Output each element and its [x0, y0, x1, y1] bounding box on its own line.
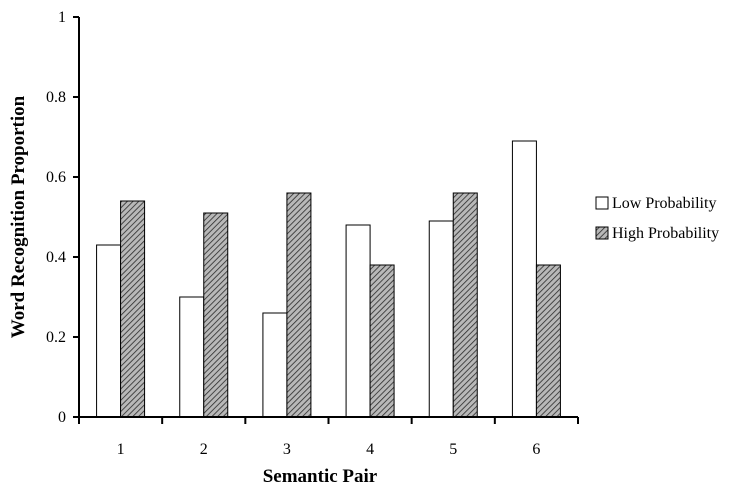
y-tick-label: 0	[58, 409, 66, 426]
x-tick-label: 1	[117, 441, 125, 458]
bar-pair-4-high	[369, 264, 395, 418]
y-tick-label: 0.4	[46, 249, 66, 266]
legend-swatch-high	[595, 226, 609, 240]
bar-pair-1-low	[96, 244, 122, 418]
bar-pair-4-low	[345, 224, 371, 418]
x-axis: 1 2 3 4 5 6	[78, 416, 579, 458]
legend-swatch-low	[595, 196, 609, 210]
bar-pair-6-low	[511, 140, 537, 418]
y-tick-label: 0.6	[46, 169, 66, 186]
x-tick-label: 3	[283, 441, 291, 458]
x-tick-label: 5	[449, 441, 457, 458]
x-axis-title: Semantic Pair	[263, 466, 378, 487]
legend-label-high: High Probability	[612, 225, 719, 242]
bar-pair-1-high	[120, 200, 146, 418]
plot-area	[96, 140, 561, 418]
legend-label-low: Low Probability	[612, 195, 716, 212]
bar-pair-2-high	[203, 212, 229, 418]
bar-pair-6-high	[535, 264, 561, 418]
y-axis-title: Word Recognition Proportion	[8, 95, 29, 338]
y-tick-label: 1	[58, 9, 66, 26]
x-tick-label: 4	[366, 441, 374, 458]
y-tick-label: 0.8	[46, 89, 66, 106]
bar-pair-3-low	[262, 312, 288, 418]
x-tick-label: 2	[200, 441, 208, 458]
bar-pair-3-high	[286, 192, 312, 418]
bar-pair-2-low	[179, 296, 205, 418]
bar-pair-5-low	[428, 220, 454, 418]
y-tick-label: 0.2	[46, 329, 66, 346]
x-tick-label: 6	[532, 441, 540, 458]
bar-pair-5-high	[452, 192, 478, 418]
legend: Low Probability High Probability	[595, 195, 719, 242]
y-axis: 0 0.2 0.4 0.6 0.8 1	[46, 9, 80, 426]
